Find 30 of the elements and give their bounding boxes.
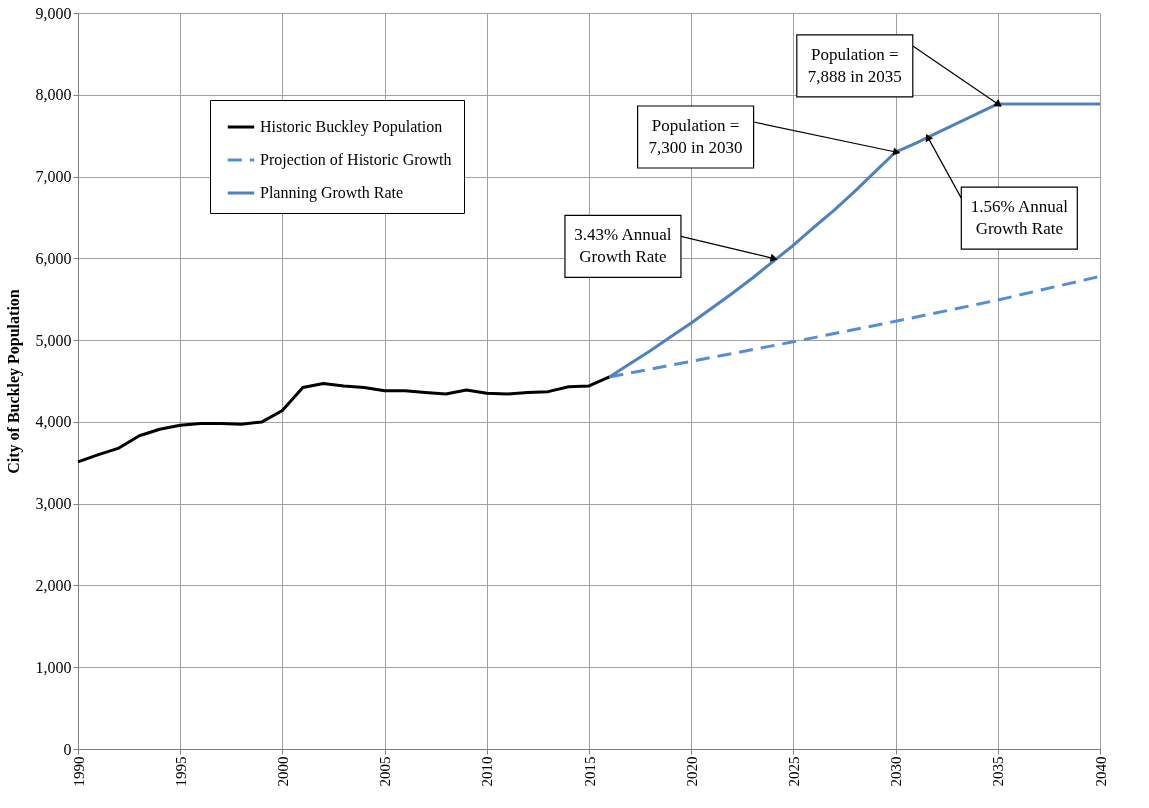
legend-label: Projection of Historic Growth <box>260 151 452 169</box>
line-series <box>76 375 611 464</box>
y-tick-label: 5,000 <box>35 331 72 349</box>
y-tick-label: 6,000 <box>35 249 72 267</box>
y-tick-label: 7,000 <box>35 168 72 186</box>
y-axis-title: City of Buckley Population <box>4 289 23 474</box>
legend-label: Planning Growth Rate <box>260 184 404 202</box>
legend-label: Historic Buckley Population <box>260 118 443 136</box>
y-tick-label: 0 <box>63 740 72 758</box>
x-tick-label: 2020 <box>683 756 700 787</box>
annotation: Population = 7,300 in 2030 <box>648 116 743 158</box>
x-tick-label: 2005 <box>377 756 394 787</box>
x-tick-label: 2015 <box>581 756 598 787</box>
x-tick-label: 2000 <box>274 756 291 787</box>
x-tick-label: 2030 <box>888 756 905 787</box>
y-tick-label: 8,000 <box>35 86 72 104</box>
y-tick-label: 2,000 <box>35 576 72 594</box>
x-tick-label: 2010 <box>479 756 496 787</box>
annotation: 3.43% Annual Growth Rate <box>574 225 672 267</box>
y-tick-label: 1,000 <box>35 658 72 676</box>
x-tick-label: 1990 <box>70 756 87 787</box>
x-tick-label: 2040 <box>1092 756 1109 787</box>
x-tick-label: 1995 <box>172 756 189 787</box>
x-tick-label: 2035 <box>990 756 1007 787</box>
y-tick-label: 4,000 <box>35 413 72 431</box>
annotation: 1.56% Annual Growth Rate <box>970 197 1069 239</box>
x-tick-label: 2025 <box>785 756 802 787</box>
annotation: Population = 7,888 in 2035 <box>807 44 902 86</box>
y-tick-label: 3,000 <box>35 495 72 513</box>
y-tick-label: 9,000 <box>35 4 72 22</box>
